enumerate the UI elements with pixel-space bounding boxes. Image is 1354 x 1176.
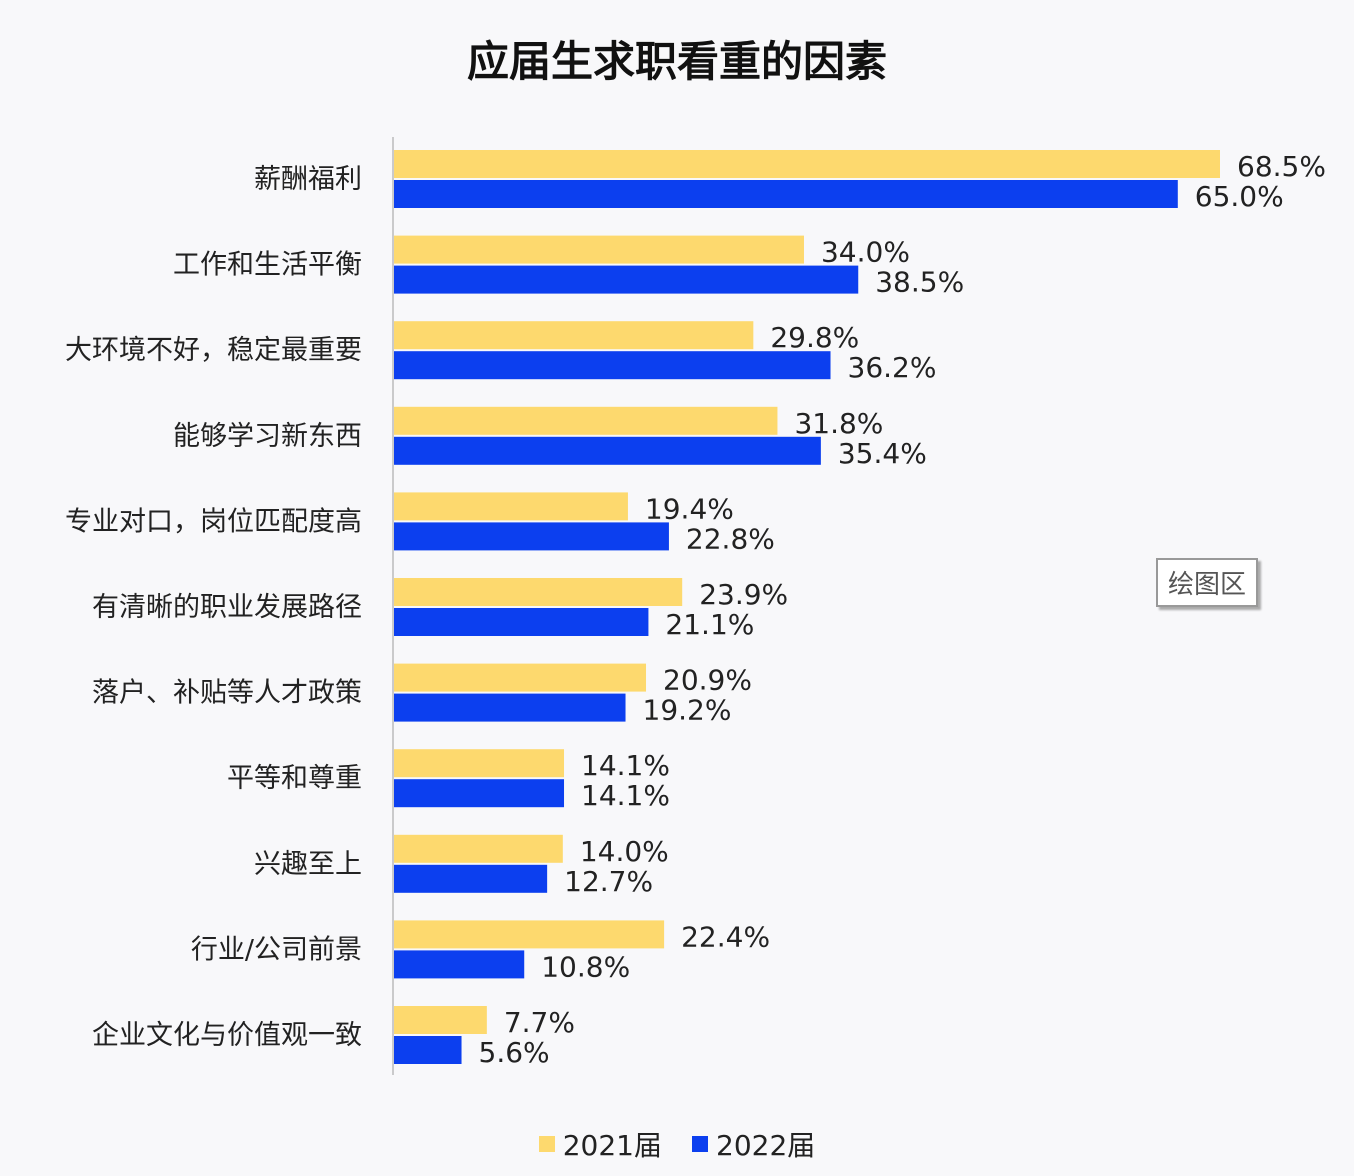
data-label: 29.8% [770,321,859,354]
chart-title: 应届生求职看重的因素 [466,37,887,86]
bar-2022届 [394,436,821,465]
data-label: 38.5% [875,266,964,299]
legend-item-2022[interactable]: 2022届 [692,1124,815,1164]
category-label: 兴趣至上 [254,849,362,880]
data-label: 19.4% [645,492,734,525]
bar-2021届 [394,834,563,863]
data-label: 19.2% [643,694,732,727]
bar-2022届 [394,1036,462,1064]
bar-2022届 [394,693,626,722]
bar-2021届 [394,920,665,949]
bar-2022届 [394,779,565,808]
bar-2021届 [394,749,565,778]
data-label: 10.8% [541,950,630,983]
plot-area-tooltip: 绘图区 [1156,558,1259,607]
data-label: 36.2% [848,351,937,384]
legend-item-2021[interactable]: 2021届 [538,1124,662,1164]
data-label: 23.9% [699,578,788,611]
data-label: 14.0% [580,835,669,868]
bar-2022届 [394,351,831,380]
data-label: 12.7% [564,865,653,898]
data-label: 34.0% [821,236,910,269]
bar-2022届 [394,265,859,294]
data-label: 14.1% [581,749,670,782]
data-label: 21.1% [665,608,754,641]
bar-2022届 [394,608,649,636]
data-label: 35.4% [838,437,927,470]
category-label: 平等和尊重 [227,763,362,794]
data-label: 22.4% [681,920,770,953]
category-label: 行业/公司前景 [191,934,362,965]
bar-2022届 [394,522,669,551]
bar-2021届 [394,406,778,435]
data-label: 65.0% [1195,180,1284,213]
bar-2022届 [394,864,548,893]
category-label: 落户、补贴等人才政策 [92,678,362,709]
bar-2021届 [394,1006,487,1034]
category-label: 大环境不好，稳定最重要 [65,335,362,366]
bar-2022届 [394,950,525,979]
bar-2021届 [394,663,647,692]
data-label: 14.1% [581,779,670,812]
bar-2021届 [394,235,804,264]
category-label: 工作和生活平衡 [173,250,362,281]
data-label: 20.9% [663,664,752,697]
legend: 2021届 2022届 [0,1124,1354,1164]
bar-2021届 [394,321,754,350]
bar-2021届 [394,150,1220,178]
category-label: 有清晰的职业发展路径 [92,592,362,623]
legend-label-2021: 2021届 [562,1129,662,1162]
bar-2022届 [394,180,1178,208]
legend-swatch-2022 [692,1136,708,1152]
category-label: 能够学习新东西 [173,421,362,452]
data-label: 5.6% [479,1036,550,1069]
bar-2021届 [394,578,683,606]
data-label: 31.8% [794,407,883,440]
data-label: 68.5% [1237,150,1326,183]
data-label: 22.8% [686,522,775,555]
legend-label-2022: 2022届 [716,1129,816,1162]
category-label: 企业文化与价值观一致 [92,1020,362,1051]
bar-2021届 [394,492,628,521]
legend-swatch-2021 [538,1136,555,1152]
category-label: 专业对口，岗位匹配度高 [65,506,362,537]
data-label: 7.7% [504,1006,575,1039]
category-label: 薪酬福利 [254,164,362,195]
